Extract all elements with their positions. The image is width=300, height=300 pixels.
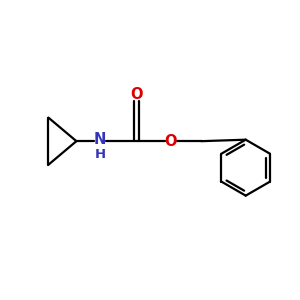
Text: O: O [164, 134, 177, 149]
Text: H: H [94, 148, 106, 161]
Text: N: N [94, 132, 106, 147]
Text: O: O [130, 87, 143, 102]
